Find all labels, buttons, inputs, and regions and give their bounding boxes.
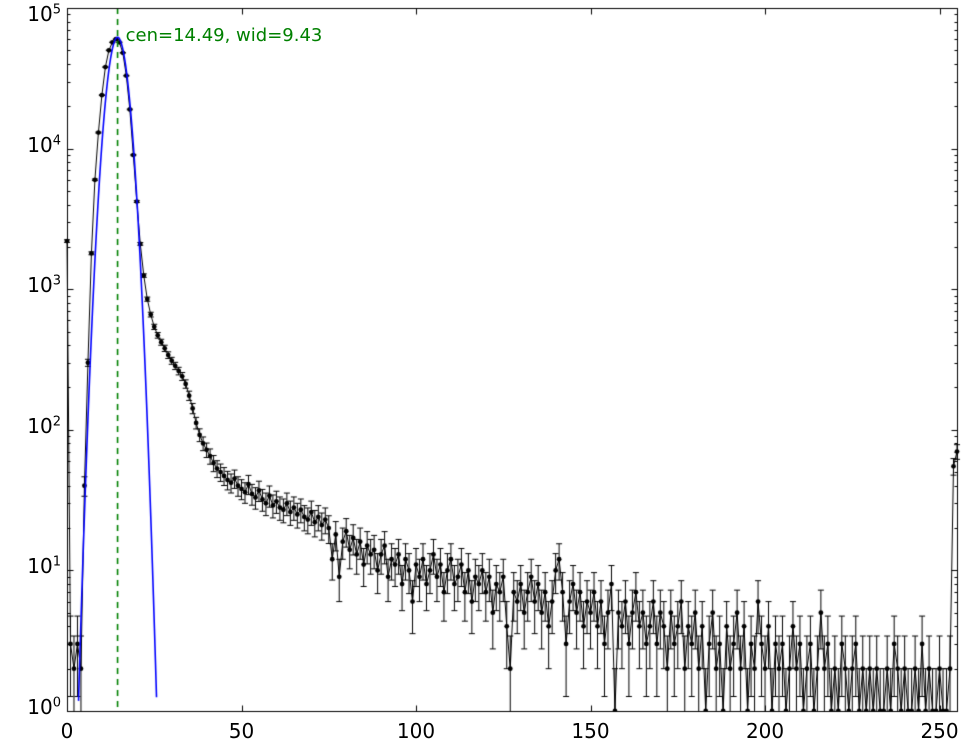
x-tick-label: 150 <box>571 719 610 743</box>
y-tick-label: 103 <box>27 273 61 298</box>
fit-annotation: cen=14.49, wid=9.43 <box>125 25 323 47</box>
y-tick-label: 104 <box>27 132 61 157</box>
x-tick-label: 250 <box>920 719 959 743</box>
x-tick-label: 0 <box>60 719 74 743</box>
x-tick-label: 200 <box>745 719 785 743</box>
x-tick-label: 50 <box>228 719 255 743</box>
y-tick-label: 102 <box>27 413 61 438</box>
y-tick-label: 105 <box>27 2 61 26</box>
y-tick-label: 100 <box>27 695 61 719</box>
y-tick-label: 101 <box>27 554 61 579</box>
x-tick-label: 100 <box>396 719 436 743</box>
